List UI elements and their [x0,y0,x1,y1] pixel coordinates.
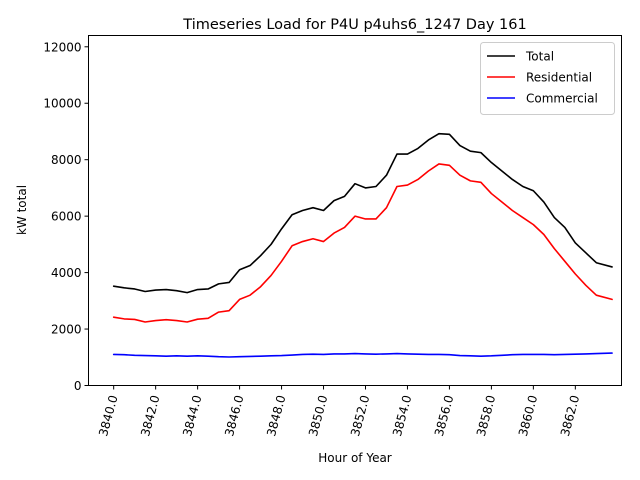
legend: Total Residential Commercial [480,42,615,115]
legend-label-total: Total [525,50,554,64]
series-line-residential [112,163,613,323]
legend-label-residential: Residential [526,71,592,85]
y-tick-label: 8000 [51,153,82,167]
x-axis-title: Hour of Year [318,451,392,465]
y-axis: 0 2000 4000 6000 8000 10000 12000 [43,40,89,393]
y-tick-label: 10000 [43,97,81,111]
series-line-total [112,132,613,294]
plot-area [88,35,622,386]
y-tick-label: 2000 [51,323,82,337]
y-axis-title: kW total [15,185,29,235]
plot-frame [88,35,622,386]
y-tick-label: 0 [74,379,82,393]
y-tick-label: 6000 [51,210,82,224]
y-tick-label: 4000 [51,266,82,280]
y-tick-label: 12000 [43,40,81,54]
legend-label-commercial: Commercial [526,92,598,106]
chart-title: Timeseries Load for P4U p4uhs6_1247 Day … [182,17,526,33]
series-line-commercial [112,352,613,358]
series-lines [112,132,613,358]
legend-box [480,42,615,115]
